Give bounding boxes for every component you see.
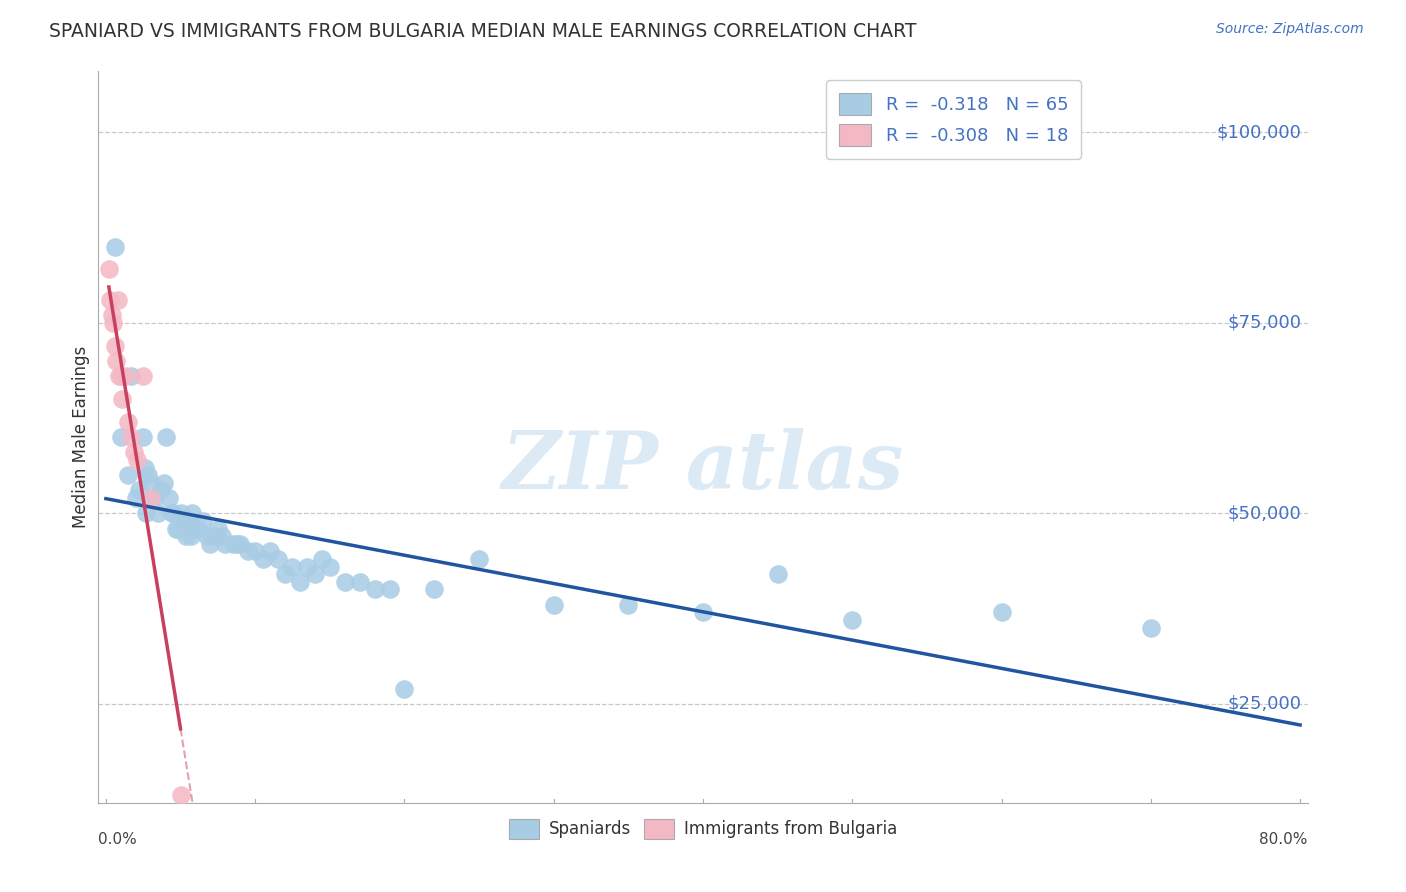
- Point: [252, 552, 274, 566]
- Point: [153, 475, 176, 490]
- Point: [288, 574, 311, 589]
- Point: [146, 506, 169, 520]
- Point: [104, 338, 127, 352]
- Point: [423, 582, 446, 597]
- Point: [187, 521, 209, 535]
- Text: Source: ZipAtlas.com: Source: ZipAtlas.com: [1216, 22, 1364, 37]
- Point: [333, 574, 356, 589]
- Point: [468, 552, 491, 566]
- Point: [127, 453, 149, 467]
- Point: [166, 521, 188, 535]
- Point: [157, 491, 180, 505]
- Point: [200, 537, 222, 551]
- Point: [177, 514, 200, 528]
- Point: [97, 262, 120, 277]
- Point: [169, 506, 191, 520]
- Point: [319, 559, 342, 574]
- Text: ZIP atlas: ZIP atlas: [502, 427, 904, 505]
- Text: $100,000: $100,000: [1216, 123, 1302, 141]
- Point: [207, 521, 229, 535]
- Point: [1140, 621, 1163, 635]
- Point: [236, 544, 259, 558]
- Point: [173, 514, 195, 528]
- Point: [114, 369, 136, 384]
- Point: [378, 582, 401, 597]
- Point: [101, 308, 124, 322]
- Text: $50,000: $50,000: [1227, 504, 1302, 523]
- Point: [98, 293, 121, 307]
- Point: [110, 369, 132, 384]
- Point: [243, 544, 266, 558]
- Point: [990, 605, 1012, 619]
- Point: [363, 582, 385, 597]
- Point: [394, 681, 416, 696]
- Point: [229, 537, 252, 551]
- Point: [274, 567, 297, 582]
- Point: [103, 316, 125, 330]
- Point: [226, 537, 249, 551]
- Point: [155, 430, 177, 444]
- Text: $75,000: $75,000: [1227, 314, 1302, 332]
- Point: [165, 521, 187, 535]
- Point: [841, 613, 863, 627]
- Point: [111, 392, 134, 406]
- Text: SPANIARD VS IMMIGRANTS FROM BULGARIA MEDIAN MALE EARNINGS CORRELATION CHART: SPANIARD VS IMMIGRANTS FROM BULGARIA MED…: [49, 22, 917, 41]
- Point: [617, 598, 640, 612]
- Point: [134, 460, 156, 475]
- Point: [120, 369, 142, 384]
- Point: [132, 369, 155, 384]
- Point: [266, 552, 288, 566]
- Y-axis label: Median Male Earnings: Median Male Earnings: [72, 346, 90, 528]
- Point: [128, 483, 150, 498]
- Point: [120, 430, 142, 444]
- Point: [204, 529, 226, 543]
- Point: [162, 506, 184, 520]
- Point: [543, 598, 565, 612]
- Point: [181, 506, 204, 520]
- Point: [692, 605, 714, 619]
- Point: [281, 559, 304, 574]
- Point: [191, 514, 214, 528]
- Point: [136, 468, 159, 483]
- Point: [311, 552, 333, 566]
- Point: [135, 506, 157, 520]
- Point: [110, 430, 132, 444]
- Point: [139, 475, 162, 490]
- Text: 80.0%: 80.0%: [1260, 832, 1308, 847]
- Point: [259, 544, 281, 558]
- Point: [184, 521, 207, 535]
- Point: [222, 537, 245, 551]
- Point: [197, 529, 219, 543]
- Point: [150, 483, 173, 498]
- Point: [211, 529, 233, 543]
- Point: [304, 567, 326, 582]
- Text: $25,000: $25,000: [1227, 695, 1302, 713]
- Point: [180, 529, 202, 543]
- Point: [108, 369, 131, 384]
- Point: [297, 559, 319, 574]
- Point: [139, 491, 162, 505]
- Point: [105, 354, 128, 368]
- Point: [107, 293, 129, 307]
- Point: [169, 788, 191, 802]
- Point: [132, 430, 155, 444]
- Point: [122, 445, 145, 459]
- Text: 0.0%: 0.0%: [98, 832, 138, 847]
- Point: [176, 529, 198, 543]
- Point: [104, 239, 127, 253]
- Point: [160, 506, 183, 520]
- Legend: Spaniards, Immigrants from Bulgaria: Spaniards, Immigrants from Bulgaria: [502, 812, 904, 846]
- Point: [117, 415, 139, 429]
- Point: [117, 468, 139, 483]
- Point: [214, 537, 236, 551]
- Point: [766, 567, 789, 582]
- Point: [125, 491, 148, 505]
- Point: [349, 574, 371, 589]
- Point: [142, 491, 165, 505]
